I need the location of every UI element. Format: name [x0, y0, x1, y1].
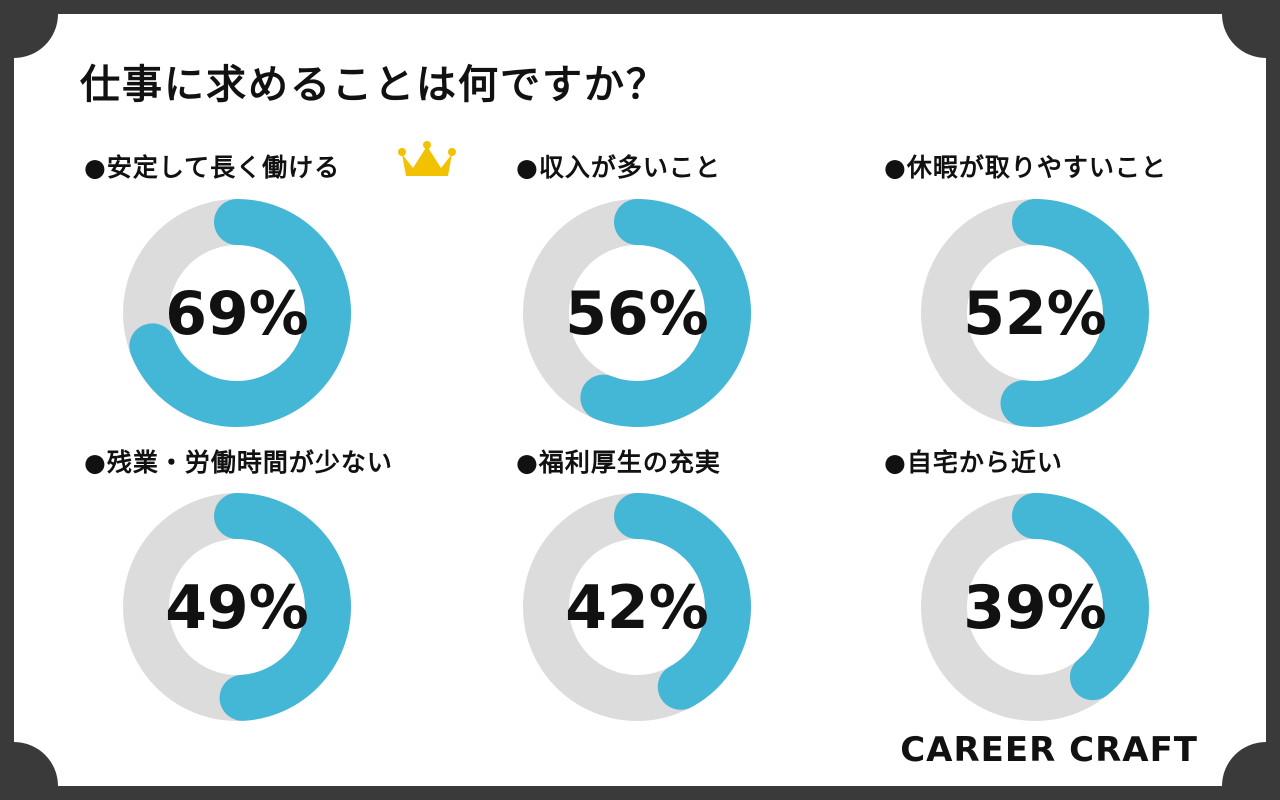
donut-value-arc — [123, 493, 351, 721]
bullet-icon: ● — [884, 153, 907, 182]
donut-value-arc — [123, 199, 351, 427]
item-label-1: ●安定して長く働ける — [84, 148, 340, 184]
donut-value-arc — [921, 493, 1149, 721]
donut-chart-3: 52% — [921, 199, 1149, 427]
category-label: 休暇が取りやすいこと — [906, 153, 1167, 182]
percent-label: 39% — [963, 573, 1107, 643]
brand-logo: CAREER CRAFT — [900, 730, 1198, 770]
item-label-4: ●残業・労働時間が少ない — [84, 443, 393, 479]
category-label: 残業・労働時間が少ない — [106, 448, 393, 477]
bullet-icon: ● — [884, 448, 907, 477]
donut-value-arc — [523, 493, 751, 721]
item-label-5: ●福利厚生の充実 — [516, 443, 721, 479]
percent-label: 56% — [565, 279, 709, 349]
item-label-2: ●収入が多いこと — [516, 148, 721, 184]
percent-label: 52% — [963, 279, 1107, 349]
page-title: 仕事に求めることは何ですか？ — [80, 62, 668, 108]
donut-chart-4: 49% — [123, 493, 351, 721]
donut-chart-6: 39% — [921, 493, 1149, 721]
donut-chart-2: 56% — [523, 199, 751, 427]
category-label: 福利厚生の充実 — [538, 448, 721, 477]
bullet-icon: ● — [84, 153, 107, 182]
donut-value-arc — [523, 199, 751, 427]
percent-label: 42% — [565, 573, 709, 643]
donut-chart-5: 42% — [523, 493, 751, 721]
percent-label: 49% — [165, 573, 309, 643]
percent-label: 69% — [165, 279, 309, 349]
category-label: 自宅から近い — [906, 448, 1063, 477]
crown-icon — [398, 141, 456, 176]
item-label-6: ●自宅から近い — [884, 443, 1063, 479]
category-label: 安定して長く働ける — [106, 153, 341, 182]
bullet-icon: ● — [84, 448, 107, 477]
donut-chart-1: 69% — [123, 199, 351, 427]
category-label: 収入が多いこと — [538, 153, 721, 182]
donut-value-arc — [921, 199, 1149, 427]
item-label-3: ●休暇が取りやすいこと — [884, 148, 1167, 184]
bullet-icon: ● — [516, 448, 539, 477]
bullet-icon: ● — [516, 153, 539, 182]
